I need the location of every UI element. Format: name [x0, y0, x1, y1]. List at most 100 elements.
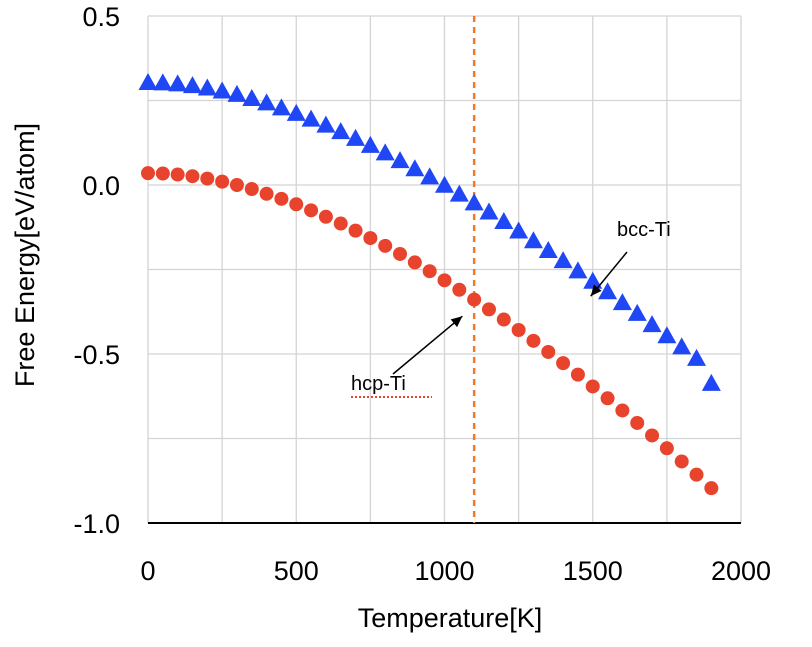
bcc-ti-point — [212, 81, 232, 99]
bcc-ti-point — [598, 282, 618, 300]
x-tick-label: 500 — [274, 556, 319, 586]
hcp-ti-point — [363, 231, 378, 246]
bcc-ti-point — [538, 241, 558, 259]
bcc-ti-point — [390, 151, 410, 169]
hcp-ti-point — [452, 282, 467, 297]
hcp-ti-point — [674, 454, 689, 469]
y-tick-label: 0.0 — [82, 171, 120, 201]
bcc-ti-point — [197, 78, 217, 96]
hcp-ti-point — [289, 197, 304, 212]
hcp-ti-point — [407, 255, 422, 270]
hcp-ti-arrowhead — [450, 316, 463, 328]
hcp-ti-point — [526, 333, 541, 348]
hcp-ti-point — [467, 292, 482, 307]
hcp-ti-point — [585, 379, 600, 394]
hcp-ti-point — [570, 367, 585, 382]
y-tick-label: -0.5 — [73, 340, 120, 370]
hcp-ti-point — [155, 166, 170, 181]
bcc-ti-arrowhead — [590, 284, 602, 297]
bcc-ti-point — [687, 348, 707, 366]
hcp-ti-arrow — [392, 315, 463, 375]
bcc-ti-point — [242, 88, 262, 106]
hcp-ti-point — [704, 481, 719, 496]
bcc-ti-point — [331, 122, 351, 140]
hcp-ti-point — [393, 246, 408, 261]
y-tick-labels: 0.5 0.0 -0.5 -1.0 — [73, 2, 120, 539]
bcc-ti-point — [346, 128, 366, 146]
bcc-ti-point — [435, 175, 454, 193]
hcp-ti-point — [229, 178, 244, 192]
bcc-ti-point — [227, 84, 247, 102]
series-hcp-ti — [141, 166, 719, 496]
bcc-ti-point — [153, 73, 173, 91]
bcc-ti-point — [257, 93, 277, 111]
bcc-ti-point — [360, 135, 380, 153]
bcc-ti-point — [509, 221, 529, 239]
bcc-ti-point — [405, 159, 425, 177]
series-annotations: bcc-Ti hcp-Ti — [351, 219, 671, 398]
x-tick-label: 1500 — [563, 556, 623, 586]
bcc-ti-point — [479, 202, 499, 220]
bcc-ti-point — [449, 184, 469, 202]
hcp-ti-point — [422, 264, 437, 279]
bcc-ti-point — [464, 193, 484, 211]
bcc-ti-point — [672, 337, 692, 355]
bcc-ti-point — [182, 76, 202, 94]
hcp-ti-point — [244, 182, 259, 197]
bcc-ti-point — [627, 303, 647, 321]
hcp-ti-point — [645, 428, 660, 443]
x-axis-title: Temperature[K] — [358, 603, 543, 633]
series-layer — [138, 73, 721, 496]
hcp-ti-point — [689, 467, 704, 482]
series-bcc-ti — [138, 73, 721, 391]
hcp-ti-point — [318, 209, 333, 224]
hcp-ti-point — [170, 167, 185, 182]
y-axis-title: Free Energy[eV/atom] — [10, 123, 40, 387]
hcp-ti-point — [274, 191, 289, 206]
hcp-ti-point — [304, 203, 319, 218]
bcc-ti-label: bcc-Ti — [617, 219, 671, 241]
hcp-ti-point — [200, 171, 215, 186]
bcc-ti-point — [138, 73, 158, 91]
bcc-ti-point — [642, 315, 662, 333]
bcc-ti-point — [568, 261, 588, 279]
bcc-ti-point — [168, 74, 188, 92]
bcc-ti-point — [523, 231, 543, 249]
hcp-ti-point — [481, 302, 496, 317]
bcc-ti-point — [553, 251, 573, 269]
bcc-ti-point — [420, 167, 440, 185]
bcc-ti-point — [583, 271, 603, 289]
hcp-ti-label: hcp-Ti — [351, 373, 406, 395]
hcp-ti-point — [259, 186, 274, 201]
bcc-ti-point — [657, 326, 677, 344]
x-tick-label: 0 — [140, 556, 155, 586]
x-tick-labels: 0 500 1000 1500 2000 — [140, 556, 771, 586]
hcp-ti-point — [630, 415, 645, 430]
hcp-ti-point — [511, 323, 526, 338]
bcc-ti-point — [701, 373, 721, 391]
hcp-ti-point — [615, 403, 630, 418]
bcc-ti-point — [494, 211, 514, 229]
hcp-ti-point — [185, 169, 200, 184]
hcp-ti-point — [541, 344, 556, 359]
hcp-ti-point — [378, 238, 393, 253]
hcp-ti-point — [496, 312, 511, 327]
bcc-ti-point — [316, 115, 336, 133]
y-tick-label: -1.0 — [73, 509, 120, 539]
bcc-ti-point — [612, 293, 632, 311]
hcp-ti-point — [348, 223, 363, 238]
hcp-ti-point — [600, 391, 615, 406]
bcc-ti-point — [286, 103, 306, 121]
hcp-ti-point — [141, 166, 155, 181]
bcc-ti-point — [375, 143, 395, 161]
hcp-ti-point — [659, 441, 674, 456]
x-tick-label: 2000 — [711, 556, 771, 586]
y-tick-label: 0.5 — [82, 2, 120, 32]
x-tick-label: 1000 — [414, 556, 474, 586]
hcp-ti-point — [556, 356, 571, 371]
bcc-ti-point — [271, 98, 291, 116]
bcc-ti-point — [301, 109, 321, 127]
hcp-ti-point — [333, 216, 348, 231]
